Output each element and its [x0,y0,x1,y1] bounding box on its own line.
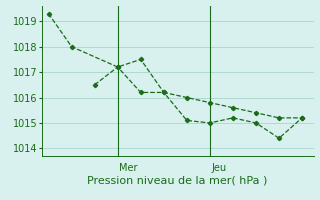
Text: Jeu: Jeu [211,163,226,173]
X-axis label: Pression niveau de la mer( hPa ): Pression niveau de la mer( hPa ) [87,175,268,185]
Text: Mer: Mer [119,163,137,173]
